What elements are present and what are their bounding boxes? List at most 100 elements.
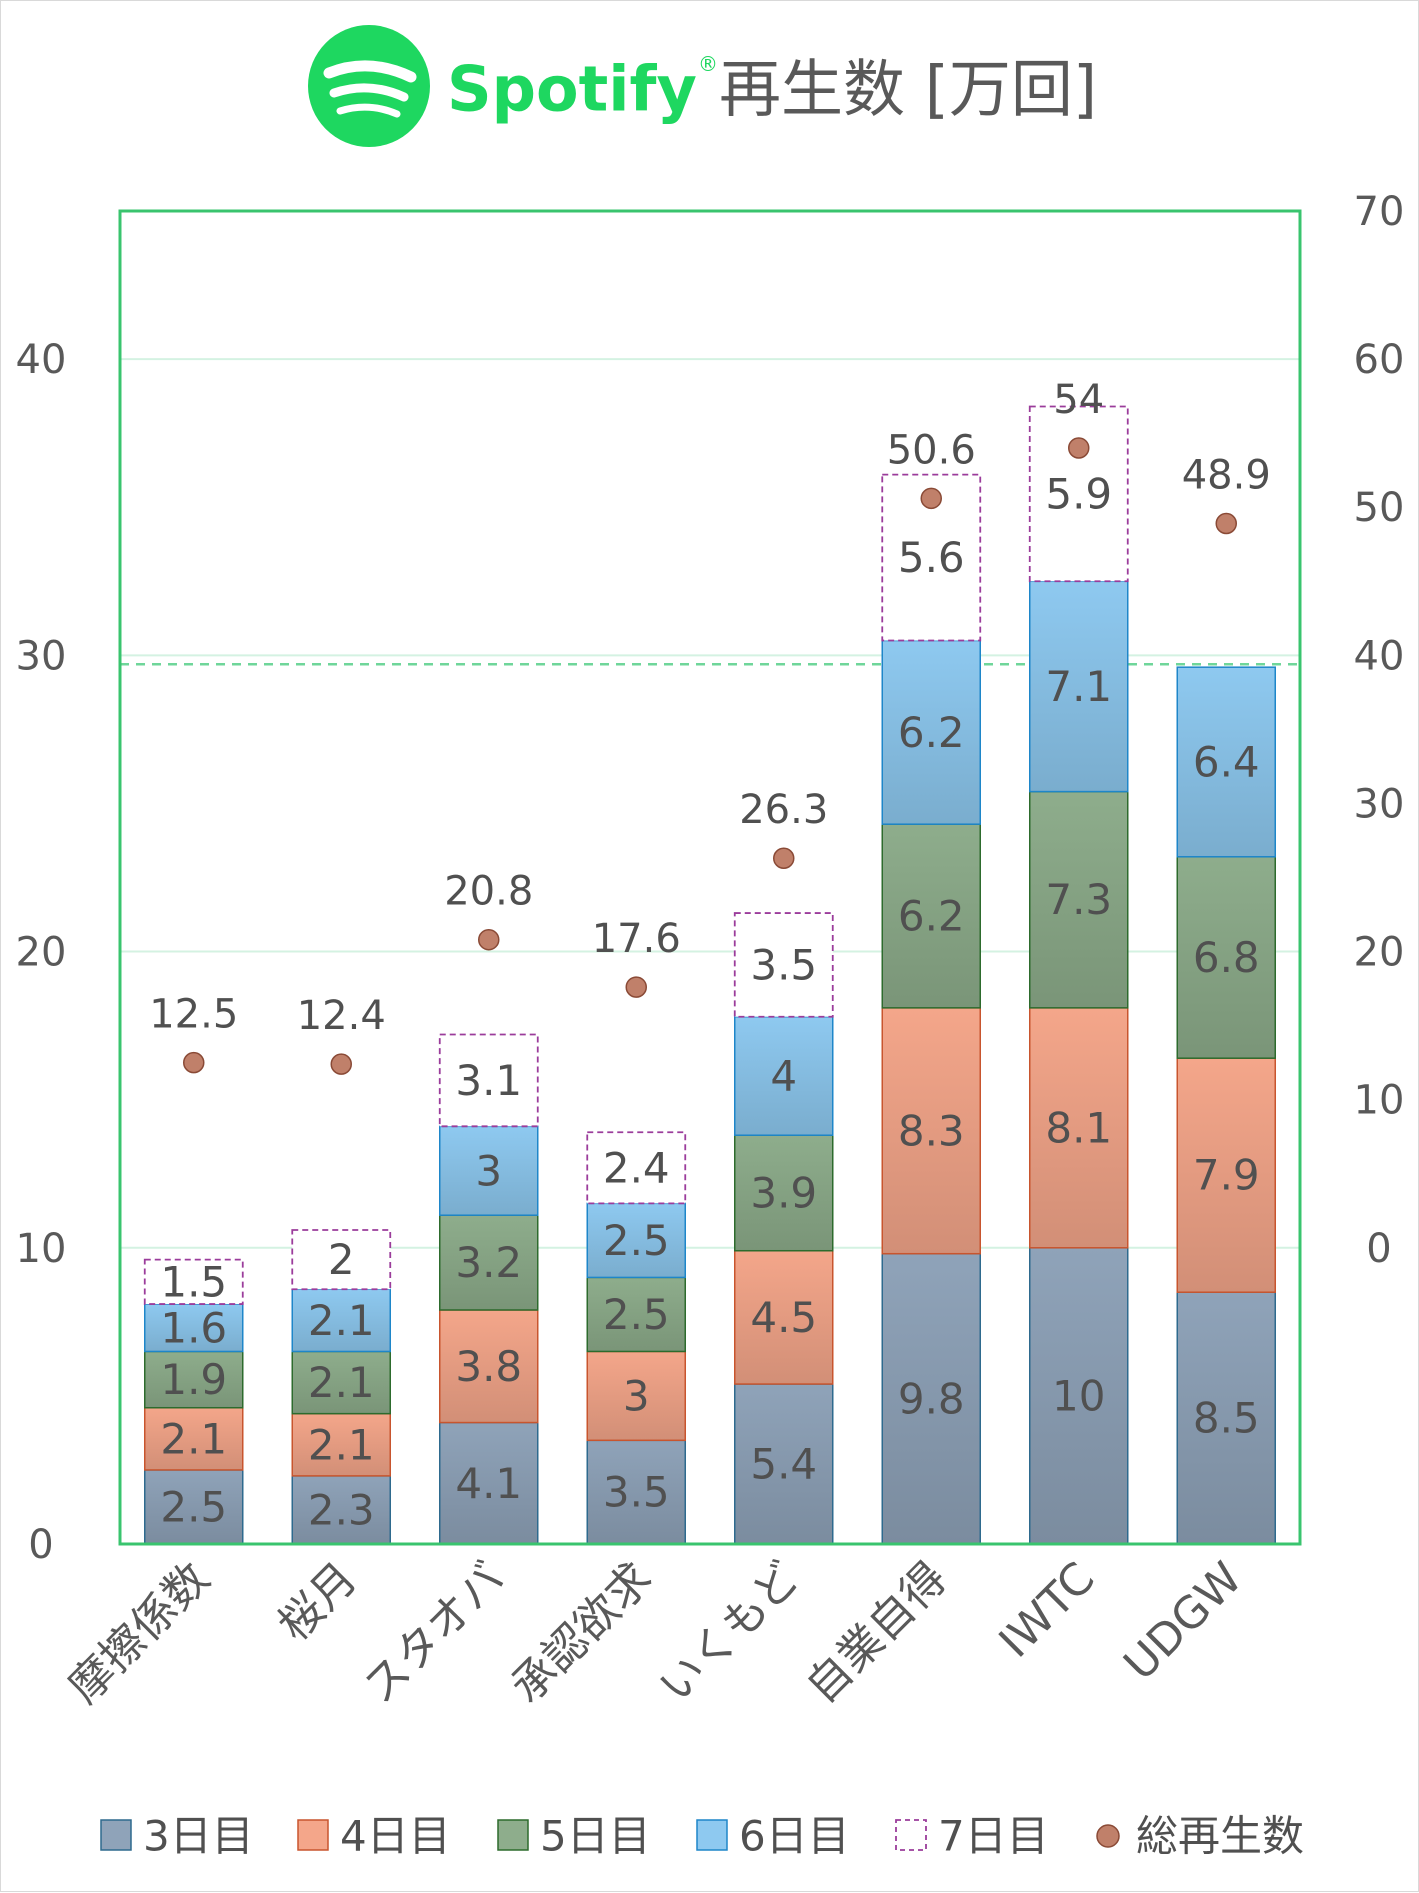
total-label: 12.5 bbox=[149, 992, 238, 1038]
left-tick-label: 10 bbox=[16, 1226, 67, 1272]
bar-segment-dashed bbox=[143, 1258, 244, 1305]
data-label: 8.1 bbox=[1045, 1103, 1112, 1152]
data-label: 7.9 bbox=[1193, 1151, 1260, 1200]
category-label: 承認欲求 bbox=[502, 1553, 663, 1714]
data-label: 2.1 bbox=[308, 1420, 375, 1469]
total-point bbox=[478, 928, 500, 951]
legend-swatch-dashed bbox=[895, 1819, 927, 1851]
legend-swatch bbox=[297, 1819, 329, 1851]
data-label: 1.9 bbox=[160, 1355, 227, 1404]
bar-segment-dashed bbox=[1028, 405, 1129, 583]
legend-label: 4日目 bbox=[340, 1812, 451, 1861]
right-tick-label: 50 bbox=[1354, 485, 1405, 531]
right-axis-ticks: 0 10 20 30 40 50 60 70 bbox=[1354, 189, 1405, 1272]
spotify-logo-wave-2 bbox=[329, 83, 409, 102]
bar-segment bbox=[586, 1350, 686, 1442]
data-label: 2.1 bbox=[308, 1358, 375, 1407]
bar-segment bbox=[734, 1383, 834, 1545]
total-point bbox=[183, 1051, 205, 1074]
plot-area-border bbox=[118, 209, 1302, 1546]
legend-label: 3日目 bbox=[143, 1812, 254, 1861]
brand-registered-mark: ® bbox=[698, 52, 718, 76]
total-point bbox=[773, 847, 795, 869]
data-label: 2.1 bbox=[308, 1296, 375, 1345]
bar-segment bbox=[1029, 1007, 1129, 1249]
data-label: 7.1 bbox=[1045, 662, 1112, 711]
data-label: 2.5 bbox=[603, 1216, 670, 1265]
data-label: 1.6 bbox=[160, 1303, 227, 1352]
data-label: 4.1 bbox=[455, 1459, 522, 1508]
total-label: 17.6 bbox=[592, 916, 681, 962]
bar-segment bbox=[586, 1276, 686, 1353]
bar-segment-dashed bbox=[291, 1229, 392, 1291]
right-tick-label: 30 bbox=[1354, 781, 1405, 827]
legend-label: 総再生数 bbox=[1136, 1812, 1304, 1861]
legend-swatch bbox=[100, 1819, 132, 1851]
legend-swatch-point bbox=[1096, 1824, 1120, 1848]
bar-segment bbox=[439, 1421, 539, 1545]
data-label: 3 bbox=[623, 1371, 650, 1420]
left-axis-ticks: 0 10 20 30 40 bbox=[16, 337, 67, 1568]
total-label: 12.4 bbox=[297, 993, 386, 1039]
legend-label: 6日目 bbox=[739, 1812, 850, 1861]
data-label: 3.9 bbox=[750, 1168, 817, 1217]
data-label: 1.5 bbox=[160, 1257, 227, 1306]
left-tick-label: 20 bbox=[16, 930, 67, 976]
data-label: 2.4 bbox=[603, 1143, 670, 1192]
legend-swatch bbox=[497, 1819, 529, 1851]
category-label: 自業自得 bbox=[797, 1553, 958, 1714]
total-label: 54 bbox=[1053, 377, 1104, 423]
spotify-logo-wave-3 bbox=[336, 103, 401, 118]
category-label: スタオバ bbox=[354, 1553, 515, 1714]
data-label: 8.5 bbox=[1193, 1394, 1260, 1443]
total-label: 26.3 bbox=[739, 787, 828, 833]
right-tick-label: 60 bbox=[1354, 337, 1405, 383]
right-tick-label: 0 bbox=[1366, 1226, 1391, 1272]
category-label: いくもど bbox=[650, 1553, 810, 1713]
bar-segment bbox=[291, 1288, 391, 1353]
data-label: 2.5 bbox=[603, 1290, 670, 1339]
data-label: 2.3 bbox=[308, 1485, 375, 1534]
legend-label: 5日目 bbox=[540, 1812, 651, 1861]
data-label: 3.1 bbox=[455, 1056, 522, 1105]
right-tick-label: 20 bbox=[1354, 930, 1405, 976]
data-label: 3.5 bbox=[603, 1468, 670, 1517]
total-point bbox=[1068, 437, 1090, 459]
bar-segment-dashed bbox=[438, 1033, 539, 1128]
segment-labels: 2.5 2.1 1.91.61.5 2.3 2.1 2.1 2.1 2 4.1 3.8 3.2 3 3.… bbox=[160, 469, 1259, 1534]
data-label: 6.8 bbox=[1193, 933, 1260, 982]
bar-segment bbox=[439, 1309, 539, 1424]
data-label: 3.8 bbox=[455, 1342, 522, 1391]
left-tick-label: 40 bbox=[16, 337, 67, 383]
category-label: 桜月 bbox=[269, 1553, 367, 1651]
bar-segment bbox=[881, 823, 981, 1009]
title-text: 再生数 [万回] bbox=[719, 53, 1097, 126]
bar-segment-dashed bbox=[733, 912, 834, 1018]
category-label: UDGW bbox=[1114, 1553, 1252, 1691]
data-label: 3 bbox=[475, 1146, 502, 1195]
bar-segment bbox=[1029, 1247, 1129, 1545]
data-label: 3.2 bbox=[455, 1238, 522, 1287]
data-label: 6.4 bbox=[1193, 737, 1260, 786]
total-point bbox=[1215, 512, 1237, 535]
bar-segment bbox=[586, 1439, 686, 1545]
legend: 3日目 4日目 5日目 6日目 7日目 総再生数 bbox=[100, 1812, 1304, 1861]
left-tick-label: 0 bbox=[28, 1522, 53, 1568]
right-tick-label: 40 bbox=[1354, 633, 1405, 679]
bar-segment bbox=[291, 1475, 391, 1545]
bar-segment bbox=[439, 1214, 539, 1311]
total-point bbox=[625, 976, 647, 998]
chart-title: Spotify ® 再生数 [万回] bbox=[308, 25, 1097, 147]
data-label: 5.9 bbox=[1045, 469, 1112, 518]
data-label: 10 bbox=[1052, 1371, 1105, 1420]
bar-segment bbox=[734, 1249, 834, 1385]
right-tick-label: 10 bbox=[1354, 1078, 1405, 1124]
total-point bbox=[920, 487, 942, 510]
data-label: 2.5 bbox=[160, 1482, 227, 1531]
bar-segment bbox=[881, 639, 981, 825]
bar-segment bbox=[1029, 580, 1129, 793]
total-label: 48.9 bbox=[1182, 453, 1271, 499]
bar-segment bbox=[881, 1007, 981, 1255]
